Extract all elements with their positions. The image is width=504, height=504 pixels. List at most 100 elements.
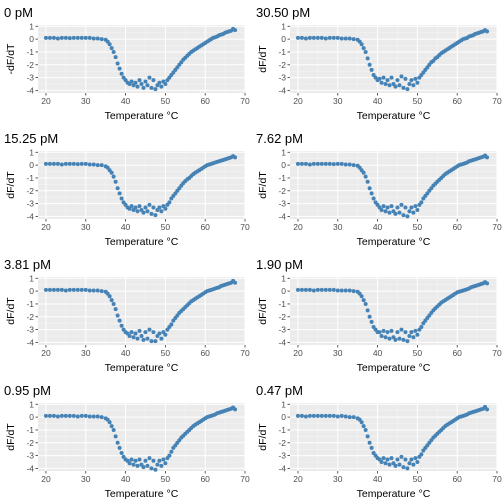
data-point xyxy=(403,330,408,335)
data-point xyxy=(347,415,352,420)
data-point xyxy=(167,453,172,458)
x-tick-label: 20 xyxy=(293,474,303,484)
y-tick-label: -4 xyxy=(278,85,286,95)
data-point xyxy=(67,287,72,292)
data-point xyxy=(95,163,100,168)
y-tick-label: -1 xyxy=(278,47,286,57)
data-point xyxy=(55,36,60,41)
y-tick-label: 1 xyxy=(281,273,286,283)
data-point xyxy=(131,335,136,340)
data-point xyxy=(411,335,416,340)
data-point xyxy=(343,36,348,41)
data-point xyxy=(363,427,368,432)
x-axis-label: Temperature °C xyxy=(357,110,431,122)
x-axis-label: Temperature °C xyxy=(357,236,431,248)
y-tick-label: -3 xyxy=(278,325,286,335)
data-point xyxy=(157,331,162,336)
data-point xyxy=(91,288,96,293)
x-tick-label: 50 xyxy=(161,222,171,232)
y-axis-label: dF/dT xyxy=(5,171,17,199)
data-point xyxy=(311,288,316,293)
data-point xyxy=(303,414,308,419)
data-point xyxy=(141,465,146,470)
data-point xyxy=(149,211,154,216)
data-point xyxy=(323,161,328,166)
data-point xyxy=(409,78,414,83)
data-point xyxy=(395,457,400,462)
data-point xyxy=(299,35,304,40)
data-points xyxy=(295,280,490,344)
data-point xyxy=(387,83,392,88)
data-point xyxy=(75,414,80,419)
chart-svg: 20 30 40 50 60 70 1 0 -1 -2 -3 -4 0.95 pM Temperature… xyxy=(4,383,250,500)
data-point xyxy=(327,161,332,166)
y-tick-label: 1 xyxy=(29,21,34,31)
data-point xyxy=(95,36,100,41)
data-point xyxy=(381,328,386,333)
data-point xyxy=(415,80,420,85)
x-tick-label: 70 xyxy=(240,348,250,358)
data-point xyxy=(369,319,374,324)
x-tick-label: 40 xyxy=(373,222,383,232)
panel-title: 3.81 pM xyxy=(4,257,51,272)
data-point xyxy=(113,55,118,60)
y-tick-label: -1 xyxy=(26,299,34,309)
data-point xyxy=(129,330,134,335)
data-point xyxy=(359,294,364,299)
data-point xyxy=(363,49,368,54)
data-point xyxy=(307,35,312,40)
data-point xyxy=(99,415,104,420)
data-point xyxy=(137,78,142,83)
y-tick-label: 0 xyxy=(281,160,286,170)
data-point xyxy=(79,35,84,40)
y-tick-label: -4 xyxy=(278,211,286,221)
data-point xyxy=(159,84,164,89)
data-point xyxy=(415,208,420,213)
data-point xyxy=(119,451,124,456)
y-tick-label: -2 xyxy=(26,438,34,448)
data-point xyxy=(485,29,490,34)
x-tick-label: 70 xyxy=(240,96,250,106)
panel-title: 7.62 pM xyxy=(256,131,303,146)
data-point xyxy=(397,210,402,215)
data-point xyxy=(415,460,420,465)
data-point xyxy=(413,456,418,461)
y-tick-label: 1 xyxy=(29,147,34,157)
data-point xyxy=(63,413,68,418)
data-point xyxy=(117,445,122,450)
data-point xyxy=(151,330,156,335)
data-point xyxy=(55,161,60,166)
y-tick-label: 0 xyxy=(29,412,34,422)
data-point xyxy=(403,457,408,462)
x-tick-label: 50 xyxy=(413,222,423,232)
data-point xyxy=(485,155,490,160)
x-tick-label: 40 xyxy=(373,348,383,358)
data-point xyxy=(299,161,304,166)
data-point xyxy=(351,289,356,294)
data-point xyxy=(107,294,112,299)
data-point xyxy=(87,35,92,40)
data-point xyxy=(307,162,312,167)
data-point xyxy=(151,205,156,210)
data-point xyxy=(409,330,414,335)
panel-15-25pm: 20 30 40 50 60 70 1 0 -1 -2 -3 -4 15.25 pM Temperatur… xyxy=(0,126,252,252)
data-point xyxy=(299,287,304,292)
x-tick-label: 30 xyxy=(81,222,91,232)
data-point xyxy=(399,202,404,207)
data-point xyxy=(393,463,398,468)
y-axis-label: dF/dT xyxy=(257,297,269,325)
data-point xyxy=(79,287,84,292)
data-point xyxy=(405,466,410,471)
x-tick-label: 20 xyxy=(293,222,303,232)
data-point xyxy=(145,83,150,88)
x-tick-label: 30 xyxy=(333,222,343,232)
y-tick-label: 1 xyxy=(281,147,286,157)
y-tick-label: 1 xyxy=(281,21,286,31)
data-point xyxy=(159,336,164,341)
data-point xyxy=(153,87,158,92)
data-point xyxy=(95,288,100,293)
x-tick-label: 20 xyxy=(41,348,51,358)
data-point xyxy=(389,456,394,461)
data-point xyxy=(407,82,412,87)
data-point xyxy=(381,456,386,461)
